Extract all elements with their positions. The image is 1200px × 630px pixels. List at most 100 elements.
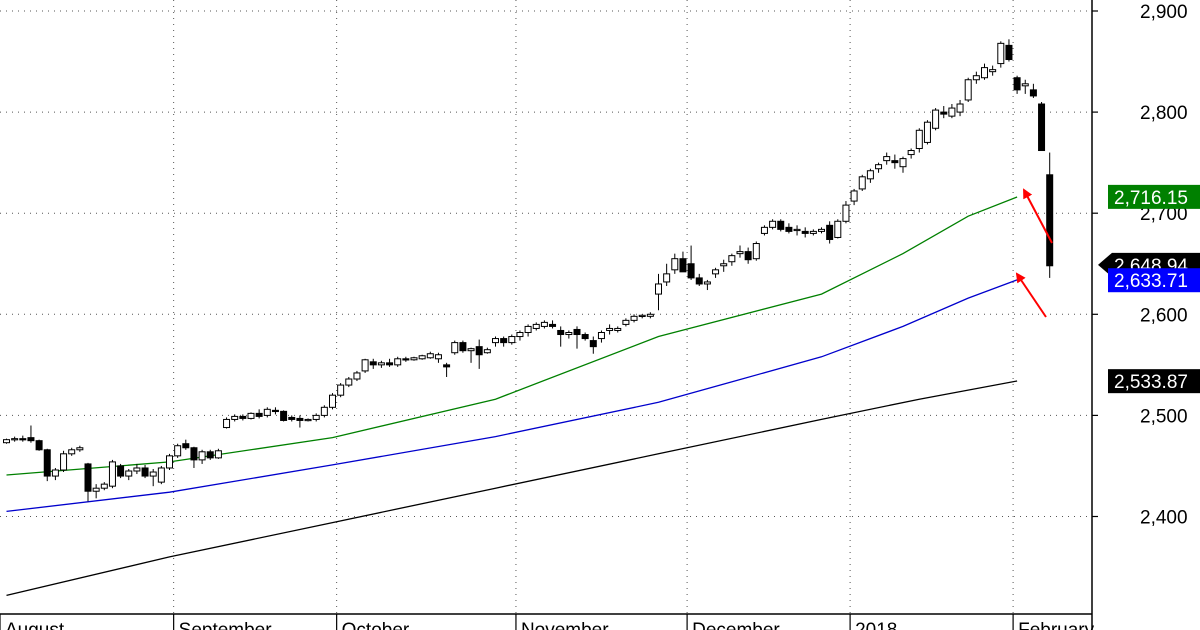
- candle: [646, 312, 654, 319]
- candle: [1038, 101, 1046, 152]
- candle: [850, 188, 858, 206]
- candle: [125, 468, 133, 481]
- candle-body: [68, 449, 76, 455]
- candle-body: [981, 67, 988, 79]
- candle: [345, 376, 353, 388]
- candle-body: [345, 378, 353, 386]
- candle-body: [190, 447, 198, 461]
- candle: [907, 148, 915, 159]
- candle: [35, 439, 43, 451]
- candle: [92, 484, 100, 499]
- candle-body: [997, 42, 1005, 65]
- candle: [712, 267, 720, 278]
- candle-body: [923, 121, 931, 143]
- candle: [141, 464, 149, 479]
- candle: [3, 438, 10, 444]
- candle-body: [60, 453, 68, 471]
- candle-body: [353, 372, 361, 380]
- candle: [981, 63, 988, 80]
- y-tick-label: 2,900: [1140, 2, 1188, 23]
- candle: [475, 339, 483, 369]
- price-tag-box: [1108, 369, 1200, 394]
- candle: [1046, 152, 1054, 278]
- candle-body: [899, 158, 907, 168]
- candle-body: [11, 438, 19, 441]
- candle: [214, 448, 222, 459]
- month-label: August: [5, 620, 65, 630]
- candle-body: [206, 451, 214, 459]
- candle-body: [174, 445, 182, 457]
- x-axis: August September October November December 20…: [0, 614, 1095, 630]
- candle: [369, 358, 377, 369]
- candle: [353, 370, 361, 382]
- candle-body: [117, 465, 125, 477]
- moving-averages: [6, 196, 1018, 597]
- price-tag-label: 2,533.87: [1114, 372, 1188, 393]
- candle-body: [198, 451, 206, 461]
- candle-body: [516, 331, 524, 338]
- candle-body: [850, 190, 858, 202]
- candle-body: [826, 224, 834, 240]
- candle: [597, 330, 605, 343]
- candle: [174, 443, 182, 458]
- candle: [418, 354, 426, 360]
- candle: [76, 445, 84, 452]
- candle: [443, 362, 451, 377]
- candle-body: [1005, 44, 1013, 61]
- candle-body: [475, 346, 483, 356]
- candle-body: [337, 384, 345, 396]
- candle-body: [785, 226, 793, 232]
- candle: [785, 223, 793, 234]
- candle: [304, 418, 312, 422]
- candle-body: [320, 406, 328, 416]
- candle: [573, 326, 581, 349]
- candle-body: [361, 359, 369, 372]
- candle: [549, 320, 557, 329]
- candle: [337, 383, 345, 398]
- candle: [956, 99, 964, 117]
- candle-body: [27, 437, 35, 442]
- candle: [11, 436, 19, 442]
- candle: [483, 347, 491, 354]
- candle-body: [451, 342, 459, 354]
- y-tick-label: 2,400: [1140, 508, 1188, 529]
- candle-body: [948, 107, 956, 117]
- candle: [866, 168, 874, 183]
- candle-body: [679, 258, 687, 273]
- ma-line-0: [6, 196, 1018, 476]
- candle-body: [369, 361, 377, 366]
- candle: [752, 241, 760, 261]
- candle-body: [271, 409, 279, 413]
- candle-body: [989, 69, 997, 73]
- candle: [280, 410, 288, 422]
- candle: [198, 449, 206, 464]
- candle-body: [728, 255, 736, 263]
- red-arrow-upper: [1023, 188, 1053, 244]
- candle-body: [108, 461, 116, 487]
- candle-body: [3, 439, 10, 444]
- candle: [451, 340, 459, 355]
- candle: [940, 106, 948, 119]
- candle: [329, 393, 336, 410]
- candle-body: [703, 281, 711, 285]
- candle: [288, 415, 296, 422]
- price-tag: 2,533.87: [1108, 369, 1200, 394]
- candle-body: [443, 364, 451, 368]
- candle-body: [288, 416, 296, 420]
- month-label: October: [342, 620, 410, 630]
- month-label: November: [521, 620, 609, 630]
- candle-body: [663, 273, 671, 283]
- candle: [1005, 39, 1013, 62]
- candle-body: [940, 111, 948, 115]
- candle-body: [875, 164, 883, 170]
- candle: [858, 174, 866, 191]
- candle: [842, 201, 850, 224]
- candle: [606, 324, 614, 335]
- y-tick-label: 2,500: [1140, 406, 1188, 427]
- candle-body: [736, 251, 744, 255]
- price-tag-label: 2,716.15: [1114, 188, 1188, 209]
- candle: [51, 467, 59, 481]
- candle: [190, 446, 198, 468]
- candle-body: [492, 338, 499, 344]
- candle: [818, 227, 825, 234]
